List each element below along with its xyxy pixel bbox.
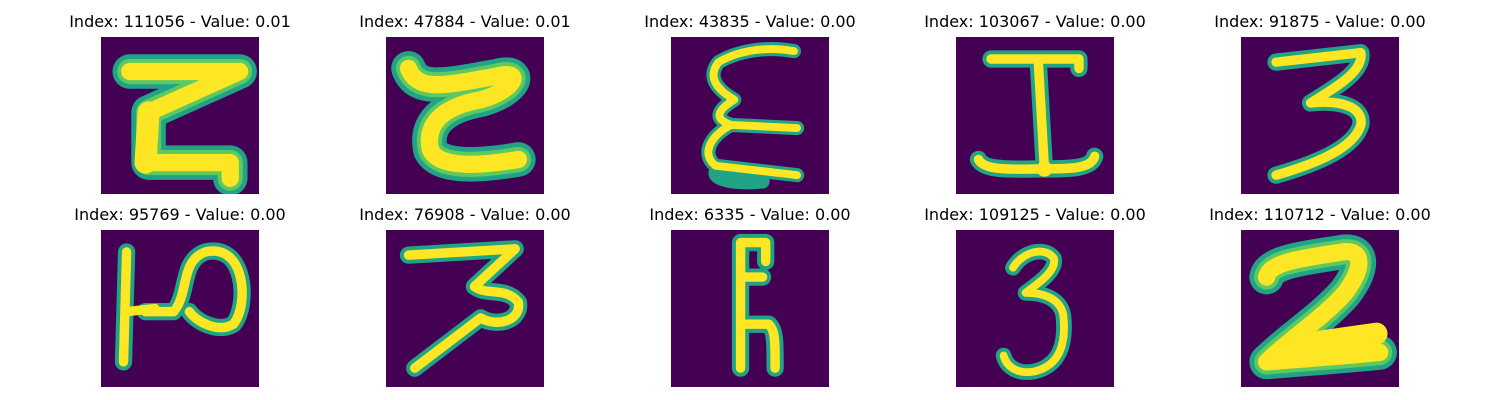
glyph-image bbox=[386, 37, 544, 194]
glyph-image bbox=[1241, 230, 1399, 387]
panel-title: Index: 111056 - Value: 0.01 bbox=[69, 12, 291, 31]
glyph-image bbox=[956, 230, 1114, 387]
handwritten-3-icon bbox=[1267, 44, 1370, 184]
glyph-image bbox=[671, 230, 829, 387]
handwritten-3-icon bbox=[995, 243, 1072, 380]
handwritten-e-icon bbox=[731, 233, 784, 377]
handwritten-epsilon-icon bbox=[701, 42, 805, 190]
panel-title: Index: 110712 - Value: 0.00 bbox=[1209, 205, 1431, 224]
glyph-image bbox=[101, 230, 259, 387]
handwritten-z-icon bbox=[112, 54, 257, 194]
panel-title: Index: 95769 - Value: 0.00 bbox=[74, 205, 286, 224]
glyph-image bbox=[386, 230, 544, 387]
panel-title: Index: 6335 - Value: 0.00 bbox=[649, 205, 851, 224]
panel-title: Index: 76908 - Value: 0.00 bbox=[359, 205, 571, 224]
panel-title: Index: 109125 - Value: 0.00 bbox=[924, 205, 1146, 224]
panel-title: Index: 47884 - Value: 0.01 bbox=[359, 12, 571, 31]
glyph-image bbox=[956, 37, 1114, 194]
glyph-image bbox=[671, 37, 829, 194]
handwritten-p-icon bbox=[114, 242, 251, 371]
glyph-image bbox=[101, 37, 259, 194]
handwritten-3-icon bbox=[399, 240, 528, 377]
panel-title: Index: 43835 - Value: 0.00 bbox=[644, 12, 856, 31]
panel-title: Index: 103067 - Value: 0.00 bbox=[924, 12, 1146, 31]
glyph-image bbox=[1241, 37, 1399, 194]
handwritten-2-icon bbox=[1249, 234, 1397, 380]
handwritten-i-icon bbox=[969, 50, 1104, 178]
panel-title: Index: 91875 - Value: 0.00 bbox=[1214, 12, 1426, 31]
handwritten-c-icon bbox=[391, 51, 536, 182]
